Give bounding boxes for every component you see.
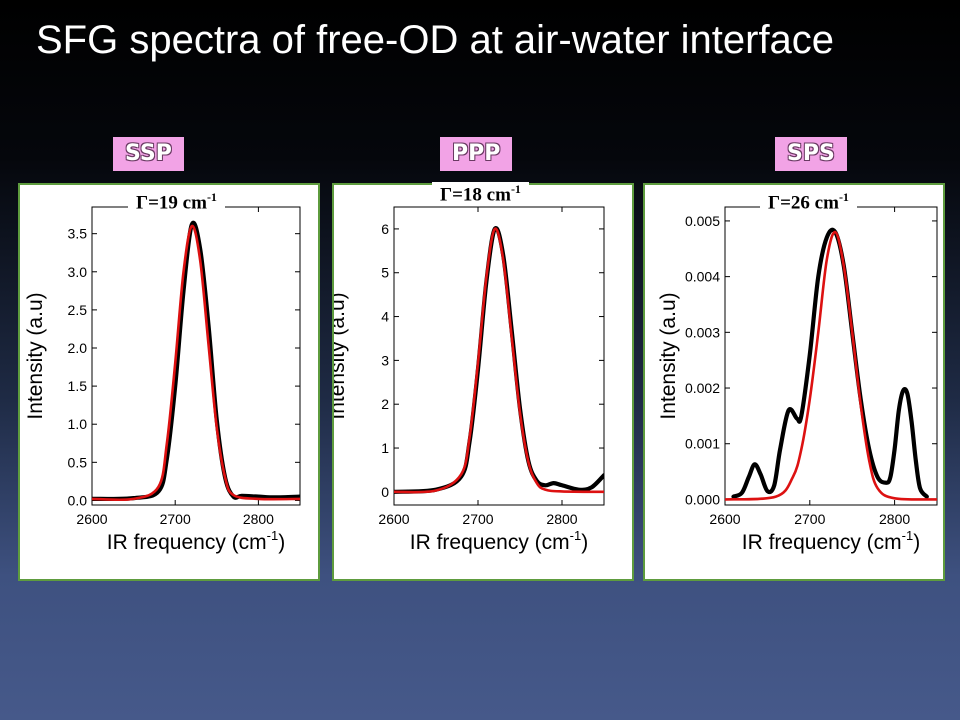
ssp-fit-curve xyxy=(92,224,300,502)
ssp-data-curve xyxy=(92,220,300,502)
ppp-xtick-label: 2600 xyxy=(378,511,409,527)
ppp-ytick-label: 0 xyxy=(381,484,389,500)
sps-plot-frame xyxy=(724,206,938,506)
ssp-gamma-label: Γ=19 cm-1 xyxy=(128,190,225,215)
ssp-ytick-label: 1.5 xyxy=(68,378,88,394)
sps-badge: SPS xyxy=(775,137,847,171)
sps-ytick-label: 0.004 xyxy=(685,269,720,285)
ppp-data-curve xyxy=(394,225,604,494)
ssp-chart-panel: 0.0 0.5 1.0 1.5 2.0 2.5 3.0 3.5 2600 2700 2800 IR f… xyxy=(18,183,320,581)
sps-xtick-label: 2600 xyxy=(709,511,740,527)
sps-chart-panel: 0.000 0.001 0.002 0.003 0.004 0.005 2600 2700 28… xyxy=(643,183,945,581)
ppp-ytick-label: 2 xyxy=(381,396,389,412)
ssp-badge: SSP xyxy=(113,137,184,171)
ssp-xtick-label: 2600 xyxy=(76,511,107,527)
sps-x-axis-label: IR frequency (cm-1) xyxy=(742,528,920,554)
ppp-y-axis-label: Intensity (a.u) xyxy=(334,292,349,419)
ssp-xtick-label: 2800 xyxy=(243,511,274,527)
ssp-ytick-label: 3.5 xyxy=(68,226,88,242)
ssp-plot-frame xyxy=(91,206,301,506)
ssp-ytick-label: 2.0 xyxy=(68,340,88,356)
sps-ytick-label: 0.003 xyxy=(685,324,720,340)
ppp-ytick-label: 1 xyxy=(381,440,389,456)
sps-ytick-label: 0.000 xyxy=(685,491,720,507)
sps-ytick-label: 0.005 xyxy=(685,213,720,229)
sps-xtick-label: 2700 xyxy=(794,511,825,527)
sps-ytick-label: 0.002 xyxy=(685,380,720,396)
ppp-fit-curve xyxy=(394,227,604,494)
ppp-chart-panel: 0 1 2 3 4 5 6 2600 2700 2800 IR frequency (cm-1) In… xyxy=(332,183,634,581)
ssp-xtick-label: 2700 xyxy=(160,511,191,527)
ssp-x-axis-label: IR frequency (cm-1) xyxy=(107,528,285,554)
ppp-gamma-label: Γ=18 cm-1 xyxy=(432,182,529,207)
slide-title: SFG spectra of free-OD at air-water inte… xyxy=(36,18,835,62)
sps-data-curve xyxy=(731,227,929,499)
ssp-ytick-label: 3.0 xyxy=(68,264,88,280)
ppp-xtick-label: 2800 xyxy=(546,511,577,527)
sps-gamma-label: Γ=26 cm-1 xyxy=(760,190,857,215)
ssp-ytick-label: 1.0 xyxy=(68,416,88,432)
ppp-ytick-label: 5 xyxy=(381,265,389,281)
ppp-x-axis-label: IR frequency (cm-1) xyxy=(410,528,588,554)
ssp-ytick-label: 2.5 xyxy=(68,302,88,318)
ssp-y-axis-label: Intensity (a.u) xyxy=(24,292,47,419)
ppp-plot-frame xyxy=(393,206,605,506)
ppp-ytick-label: 4 xyxy=(381,309,389,325)
ppp-ytick-label: 3 xyxy=(381,352,389,368)
ppp-xtick-label: 2700 xyxy=(462,511,493,527)
sps-chart-svg: 0.000 0.001 0.002 0.003 0.004 0.005 2600 2700 28… xyxy=(657,206,938,554)
sps-fit-curve xyxy=(725,230,937,501)
sps-ytick-label: 0.001 xyxy=(685,436,720,452)
ssp-ytick-label: 0.5 xyxy=(68,454,88,470)
ssp-ytick-label: 0.0 xyxy=(68,492,88,508)
ppp-badge: PPP xyxy=(440,137,513,171)
ppp-ytick-label: 6 xyxy=(381,221,389,237)
sps-y-axis-label: Intensity (a.u) xyxy=(657,292,680,419)
sps-xtick-label: 2800 xyxy=(879,511,910,527)
